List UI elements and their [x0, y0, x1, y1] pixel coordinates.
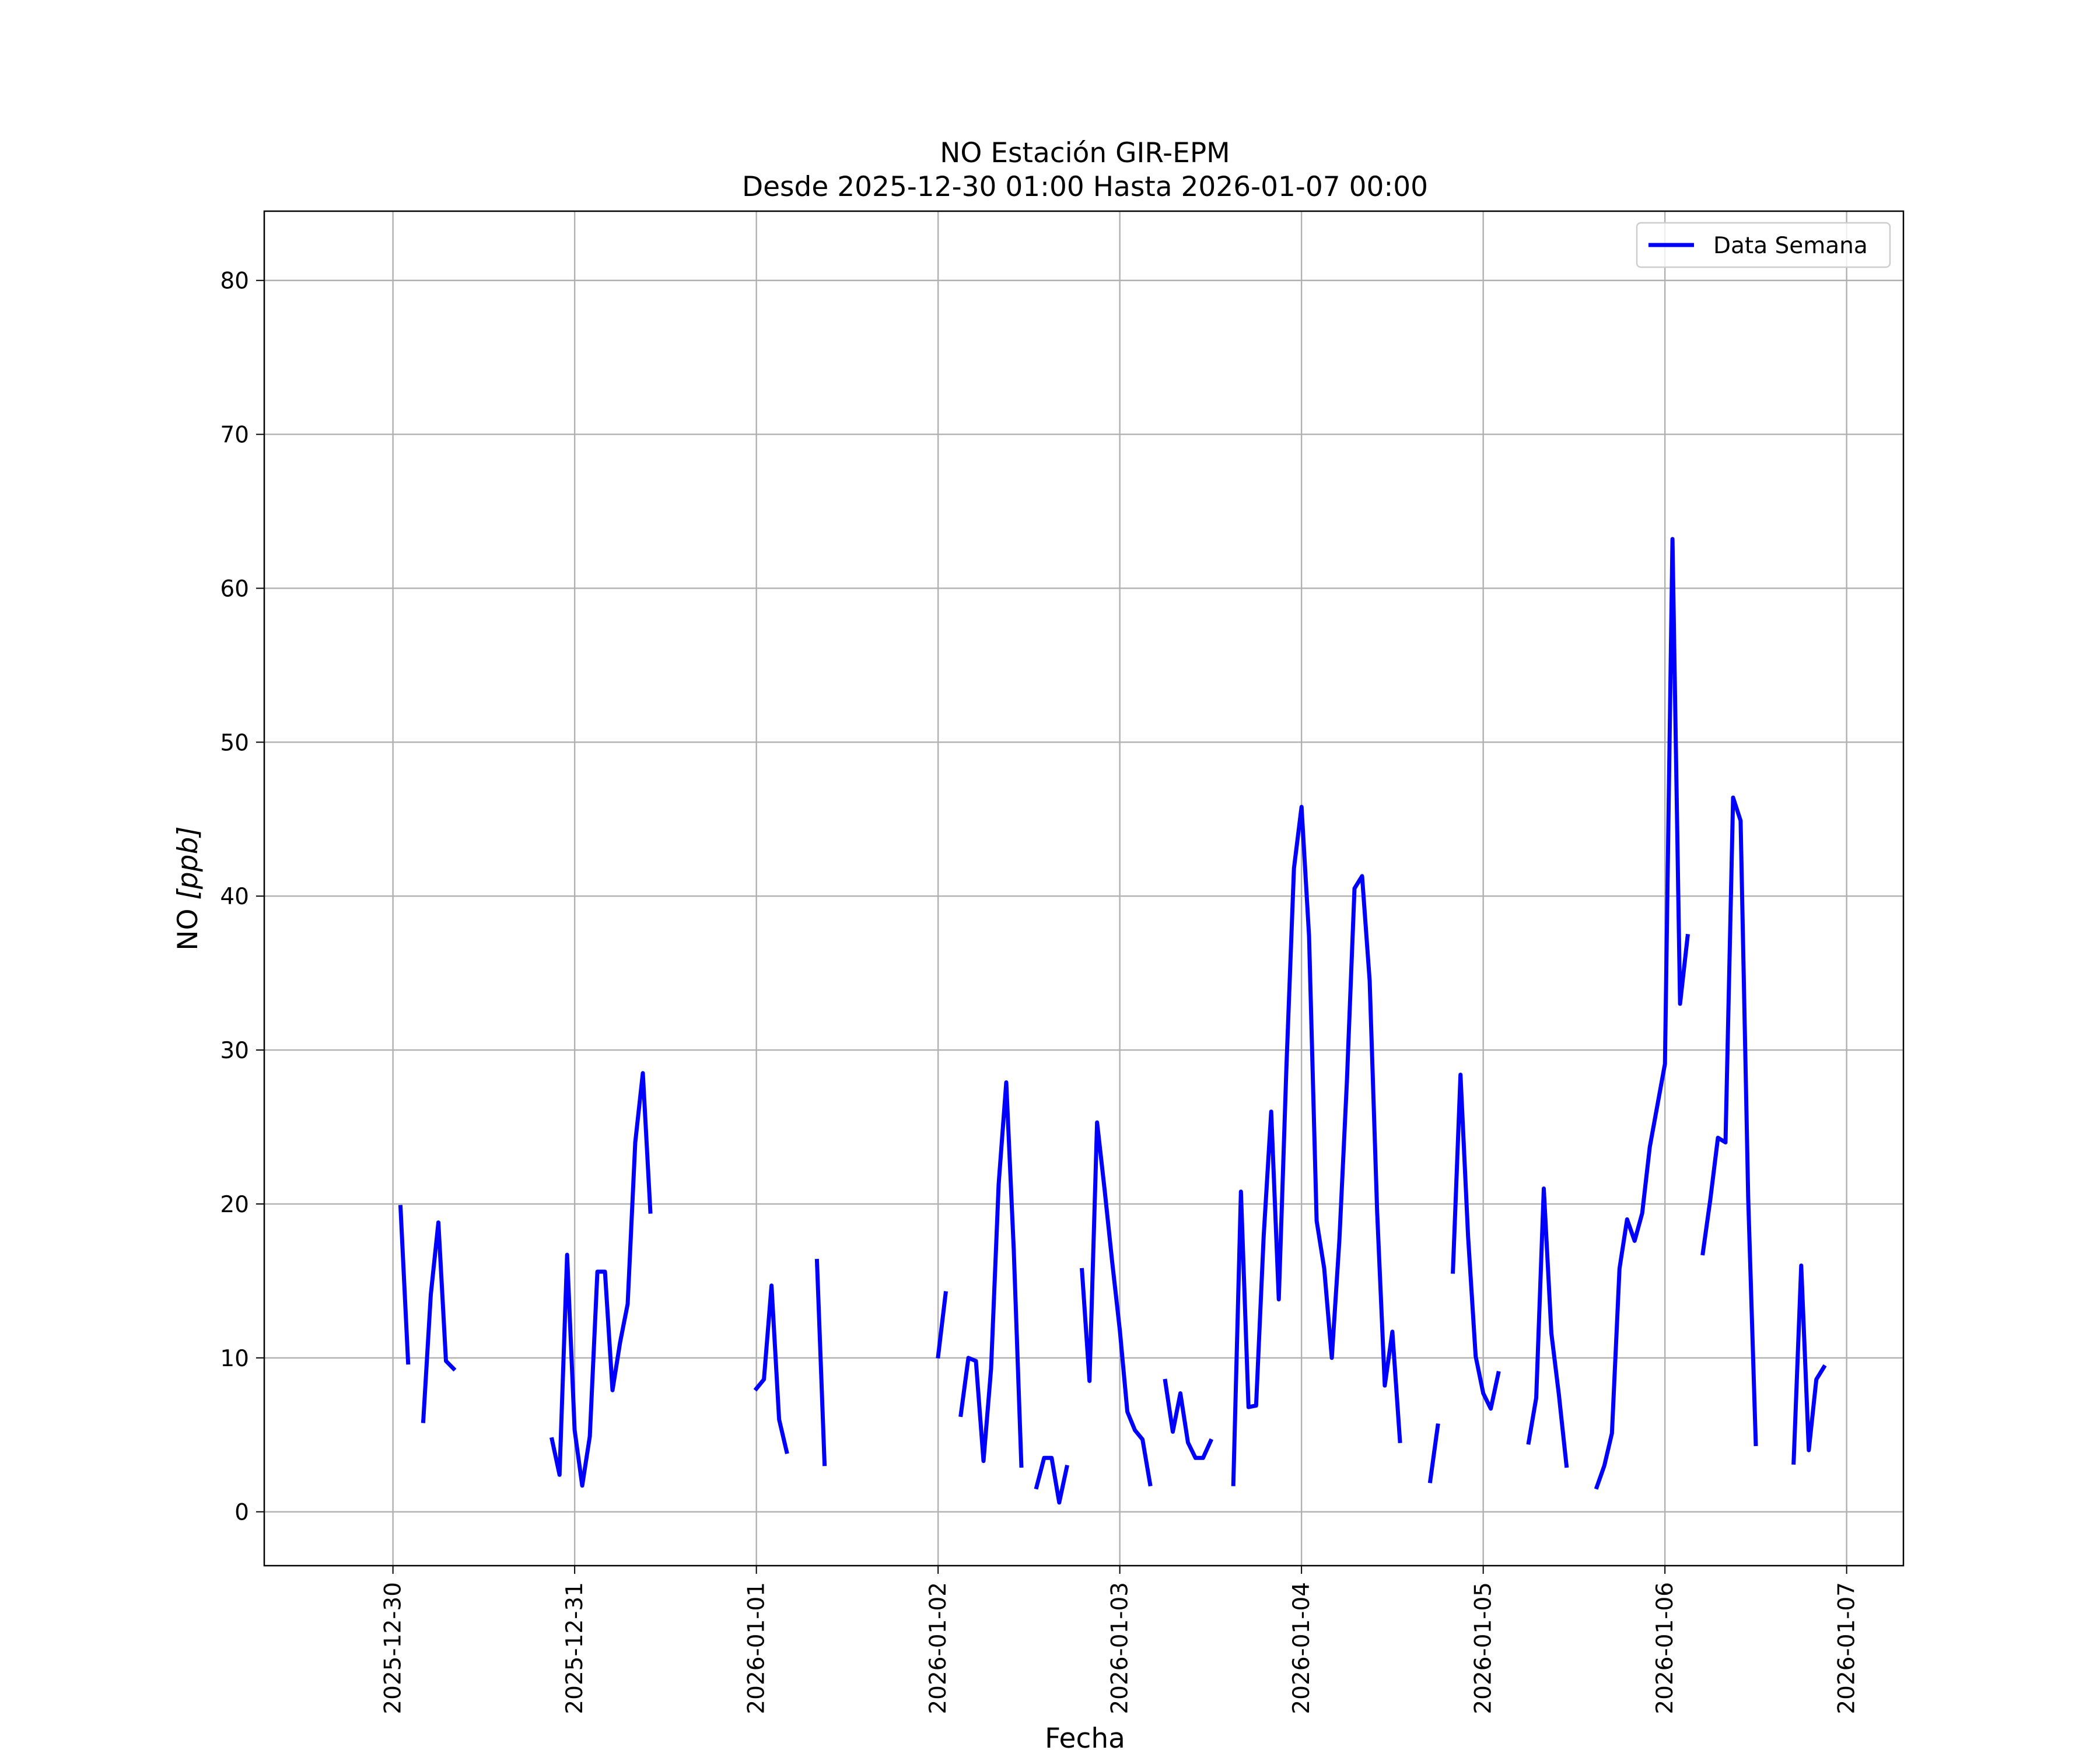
x-tick-label: 2026-01-04 — [1289, 1582, 1315, 1714]
x-tick-label: 2025-12-30 — [380, 1582, 407, 1714]
series-segment-data-semana — [398, 1205, 411, 1365]
y-tick-label: 20 — [220, 1192, 249, 1218]
legend-label-data-semana: Data Semana — [1713, 233, 1868, 259]
chart-title: NO Estación GIR-EPM — [940, 137, 1230, 169]
chart-subtitle: Desde 2025-12-30 01:00 Hasta 2026-01-07 … — [742, 171, 1428, 203]
grid-lines — [264, 211, 1903, 1566]
series-segment-data-semana — [1034, 1455, 1069, 1505]
y-tick-label: 40 — [220, 884, 249, 910]
series-segment-data-semana — [814, 1258, 827, 1466]
y-tick-label: 80 — [220, 268, 249, 295]
x-tick-label: 2026-01-06 — [1652, 1582, 1678, 1714]
y-tick-label: 70 — [220, 422, 249, 449]
y-tick-label: 60 — [220, 576, 249, 602]
y-axis-label-unit: [ppb] — [172, 826, 204, 900]
series-segment-data-semana — [1163, 1378, 1214, 1460]
series-segment-data-semana — [753, 1283, 789, 1454]
series-segment-data-semana — [1080, 1120, 1153, 1487]
axis-ticks: 2025-12-30 2025-12-31 2026-01-01 2026-01-02… — [220, 268, 1860, 1714]
series-segment-data-semana — [1451, 1072, 1501, 1411]
series-segment-data-semana — [1231, 804, 1402, 1486]
x-tick-label: 2026-01-02 — [925, 1582, 951, 1714]
x-tick-label: 2026-01-01 — [744, 1582, 770, 1714]
legend: Data Semana — [1636, 222, 1891, 268]
series-segment-data-semana — [1791, 1264, 1827, 1465]
series-segment-data-semana — [1594, 537, 1690, 1490]
series-segment-data-semana — [958, 1080, 1024, 1468]
data-series — [398, 537, 1827, 1505]
x-tick-label: 2026-01-05 — [1471, 1582, 1497, 1714]
plot-area-frame — [263, 210, 1905, 1567]
series-segment-data-semana — [1427, 1423, 1440, 1483]
y-tick-label: 0 — [235, 1500, 249, 1526]
x-tick-label: 2025-12-31 — [562, 1582, 588, 1714]
y-axis-label: NO [ppb] — [172, 826, 204, 950]
legend-box — [1636, 222, 1891, 268]
series-segment-data-semana — [421, 1220, 457, 1423]
y-axis-label-main: NO — [172, 900, 204, 951]
y-tick-label: 50 — [220, 730, 249, 756]
series-segment-data-semana — [936, 1291, 948, 1359]
series-segment-data-semana — [1526, 1186, 1569, 1468]
y-tick-label: 10 — [220, 1346, 249, 1372]
series-segment-data-semana — [1700, 795, 1758, 1447]
x-axis-label: Fecha — [1045, 1723, 1125, 1750]
y-tick-label: 30 — [220, 1038, 249, 1064]
series-segment-data-semana — [550, 1071, 653, 1488]
x-tick-label: 2026-01-07 — [1834, 1582, 1860, 1714]
x-tick-label: 2026-01-03 — [1107, 1582, 1133, 1714]
